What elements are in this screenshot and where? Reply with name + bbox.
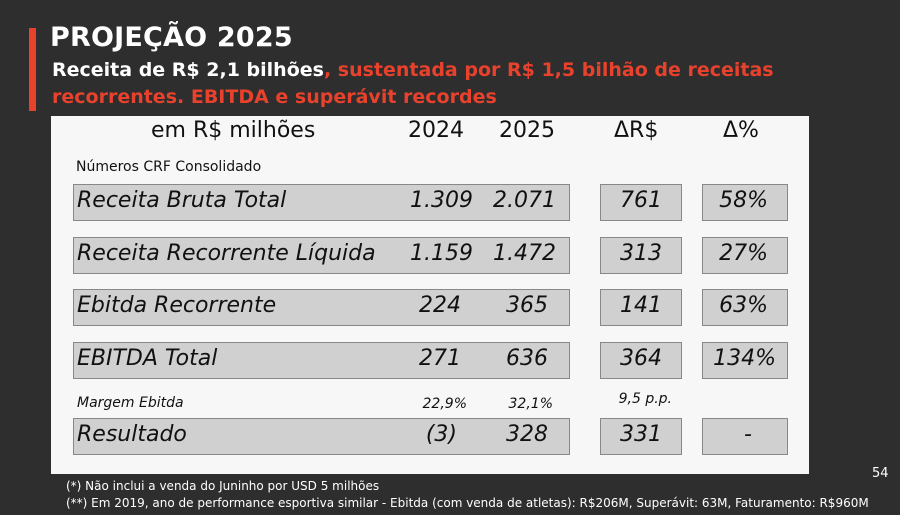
value-2025: 636 — [506, 346, 548, 371]
page-title: PROJEÇÃO 2025 — [50, 22, 293, 53]
value-2025: 365 — [506, 293, 548, 318]
delta-pct-box — [702, 342, 788, 379]
subtitle-highlight: , sustentada por R$ 1,5 bilhão de receit… — [52, 59, 774, 108]
row-box — [73, 184, 570, 221]
value-2025: 2.071 — [493, 188, 556, 213]
value-delta-rs: 313 — [620, 241, 662, 266]
delta-rs-box — [600, 342, 682, 379]
delta-rs-box — [600, 184, 682, 221]
accent-bar — [29, 28, 36, 111]
header-label: em R$ milhões — [151, 118, 316, 143]
delta-rs-box — [600, 237, 682, 274]
row-label: EBITDA Total — [77, 346, 218, 371]
row-box — [73, 342, 570, 379]
result-2025: 328 — [506, 422, 548, 447]
row-label: Receita Recorrente Líquida — [77, 241, 376, 266]
delta-pct-box — [702, 289, 788, 326]
value-delta-pct: 63% — [719, 293, 768, 318]
row-box — [73, 237, 570, 274]
margin-label: Margem Ebitda — [77, 395, 184, 411]
row-label: Ebitda Recorrente — [77, 293, 277, 318]
delta-rs-box — [600, 289, 682, 326]
page-number: 54 — [872, 466, 889, 481]
delta-pct-box — [702, 184, 788, 221]
value-2025: 1.472 — [493, 241, 556, 266]
header-delta-pct: Δ% — [723, 118, 759, 143]
result-label: Resultado — [77, 422, 187, 447]
page-subtitle: Receita de R$ 2,1 bilhões, sustentada po… — [52, 57, 872, 111]
row-box — [73, 289, 570, 326]
value-delta-pct: 58% — [719, 188, 768, 213]
delta-rs-box — [600, 418, 682, 455]
result-2024: (3) — [425, 422, 457, 447]
value-delta-rs: 141 — [620, 293, 662, 318]
value-delta-rs: 761 — [620, 188, 662, 213]
footnote-2: (**) Em 2019, ano de performance esporti… — [66, 496, 869, 510]
subtitle-white: Receita de R$ 2,1 bilhões — [52, 59, 324, 81]
result-delta-rs: 331 — [620, 422, 662, 447]
delta-pct-box — [702, 237, 788, 274]
row-label: Receita Bruta Total — [77, 188, 287, 213]
value-2024: 1.159 — [410, 241, 473, 266]
value-delta-rs: 364 — [620, 346, 662, 371]
delta-pct-box — [702, 418, 788, 455]
margin-delta-rs: 9,5 p.p. — [618, 391, 672, 407]
header-2025: 2025 — [499, 118, 555, 143]
value-2024: 271 — [419, 346, 461, 371]
value-delta-pct: 27% — [719, 241, 768, 266]
margin-2025: 32,1% — [508, 396, 553, 412]
header-2024: 2024 — [408, 118, 464, 143]
value-2024: 1.309 — [410, 188, 473, 213]
row-box — [73, 418, 570, 455]
margin-2024: 22,9% — [422, 396, 467, 412]
value-delta-pct: 134% — [713, 346, 776, 371]
result-delta-pct: - — [744, 422, 752, 447]
section-label: Números CRF Consolidado — [76, 159, 262, 175]
projection-table: em R$ milhões 2024 2025 ΔR$ Δ% Números C… — [51, 116, 809, 474]
footnote-1: (*) Não inclui a venda do Juninho por US… — [66, 479, 380, 493]
header-delta-rs: ΔR$ — [614, 118, 659, 143]
value-2024: 224 — [419, 293, 461, 318]
